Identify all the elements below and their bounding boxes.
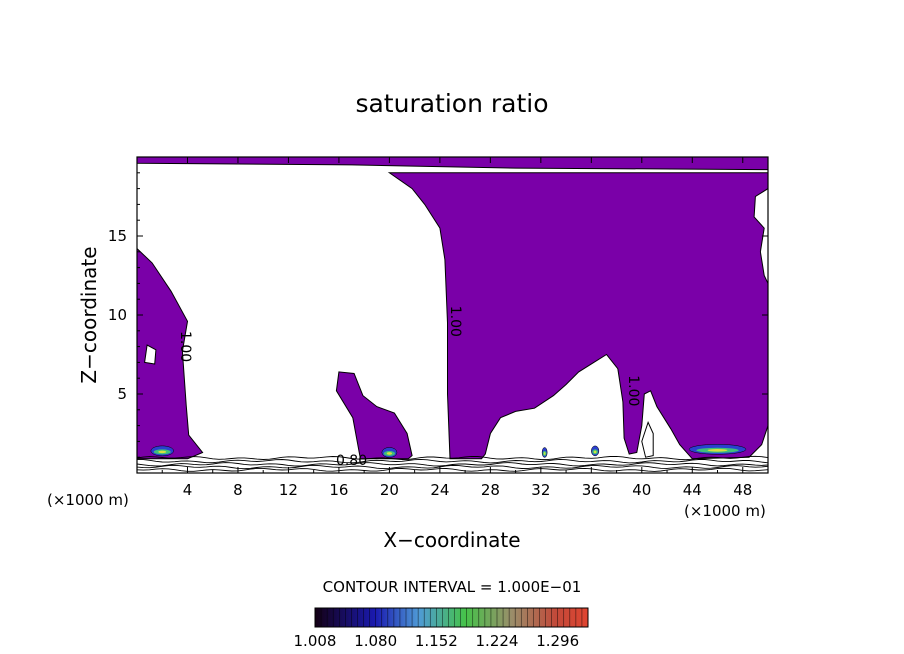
clear-inner-pocket [641, 421, 654, 458]
x-tick-label: 20 [380, 481, 399, 499]
ground-contours [136, 455, 769, 472]
colorbar-label: 1.152 [415, 632, 458, 650]
hotspot-core [543, 452, 546, 455]
contour-label: 0.80 [336, 453, 367, 469]
contour-label: 1.00 [177, 331, 193, 362]
ground-contour-line [136, 462, 769, 467]
colorbar-label: 1.080 [354, 632, 397, 650]
hotspot-core [386, 452, 393, 455]
ground-contour-line [136, 464, 769, 470]
clear-left-pocket [144, 344, 157, 365]
x-tick-label: 4 [183, 481, 193, 499]
region-supersaturated-blob-x18 [335, 371, 413, 460]
contour-labels: 1.00 1.00 1.00 0.80 [177, 306, 641, 469]
x-tick-label: 40 [632, 481, 651, 499]
hotspot-core [707, 449, 728, 452]
x-tick-label: 16 [329, 481, 348, 499]
x-unit-right: (×1000 m) [684, 502, 766, 520]
colorbar-label: 1.296 [536, 632, 579, 650]
ground-contour-line [136, 467, 769, 472]
hotspot-core [158, 450, 167, 454]
colorbar: 1.008 1.080 1.152 1.224 1.296 [294, 607, 589, 650]
x-tick-label: 24 [430, 481, 449, 499]
contour-field [137, 157, 768, 460]
x-tick-label: 44 [683, 481, 702, 499]
x-tick-label: 28 [481, 481, 500, 499]
region-supersaturated-top-band [137, 157, 768, 171]
chart-title: saturation ratio [355, 89, 548, 118]
y-tick-label: 10 [108, 306, 127, 324]
x-axis: 4 8 12 16 20 24 28 32 36 40 44 48 [161, 157, 752, 499]
colorbar-gradient [314, 607, 589, 628]
x-tick-label: 36 [582, 481, 601, 499]
region-supersaturated-central-mass [387, 172, 768, 460]
y-tick-label: 5 [117, 385, 127, 403]
y-tick-label: 15 [108, 227, 127, 245]
hotspot-core [593, 450, 597, 454]
x-axis-title: X−coordinate [383, 528, 520, 552]
contour-interval-label: CONTOUR INTERVAL = 1.000E−01 [323, 578, 582, 596]
contour-label: 1.00 [447, 306, 463, 337]
y-axis-title: Z−coordinate [77, 246, 101, 383]
region-supersaturated-left-column [137, 247, 204, 460]
x-unit-left: (×1000 m) [47, 491, 129, 509]
y-axis: 5 10 15 [108, 172, 768, 458]
contour-label: 1.00 [625, 375, 641, 406]
x-tick-label: 48 [733, 481, 752, 499]
x-tick-label: 8 [233, 481, 243, 499]
colorbar-label: 1.224 [476, 632, 519, 650]
ground-contour-line [136, 455, 769, 461]
x-tick-label: 12 [279, 481, 298, 499]
x-tick-label: 32 [531, 481, 550, 499]
ground-contour-line [137, 458, 769, 464]
colorbar-label: 1.008 [294, 632, 337, 650]
